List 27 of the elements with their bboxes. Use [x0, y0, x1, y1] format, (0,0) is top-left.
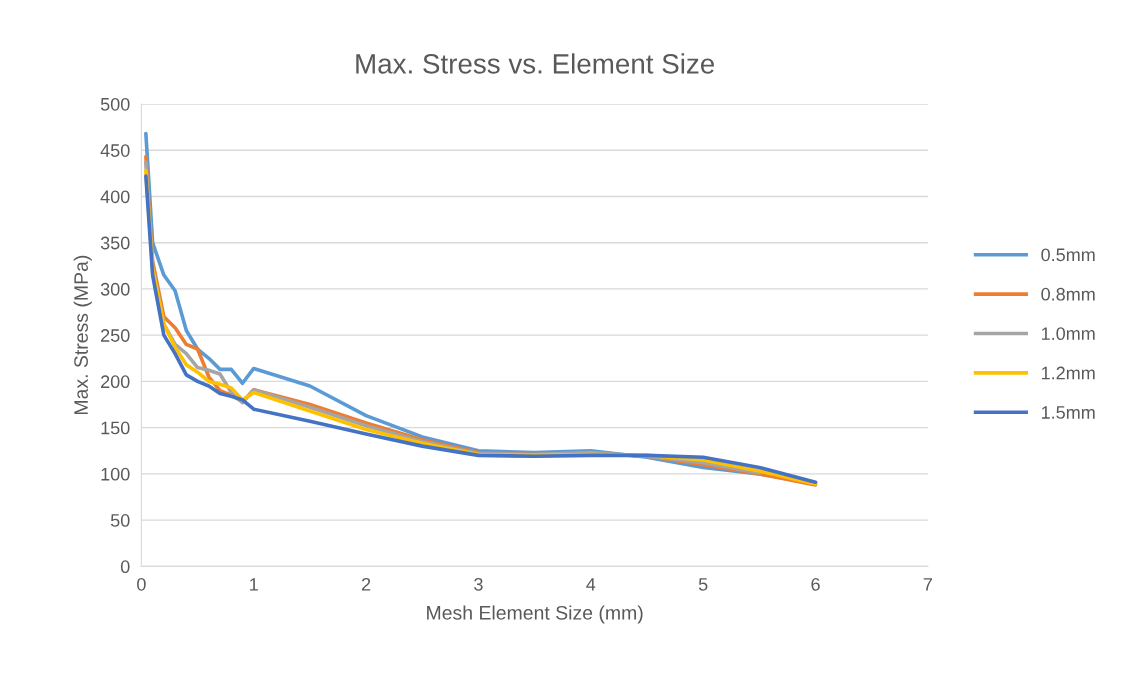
legend-label: 0.8mm — [1041, 287, 1095, 301]
legend-label: 1.0mm — [1041, 327, 1095, 341]
y-tick-label: 500 — [100, 97, 130, 111]
y-tick-label: 250 — [101, 329, 130, 342]
x-tick-label: 4 — [586, 578, 596, 591]
legend-label: 1.5mm — [1041, 406, 1095, 419]
y-tick-label: 350 — [100, 236, 130, 250]
legend-label: 1.2mm — [1041, 366, 1095, 380]
y-tick-label: 200 — [101, 375, 130, 389]
y-tick-label: 0 — [120, 560, 130, 574]
x-tick-label: 1 — [250, 578, 258, 591]
x-axis-title: Mesh Element Size (mm) — [427, 605, 643, 624]
y-tick-label: 300 — [100, 282, 130, 296]
y-tick-label: 450 — [100, 144, 130, 157]
y-tick-label: 400 — [100, 190, 130, 204]
legend-label: 0.5mm — [1041, 248, 1095, 262]
x-tick-label: 0 — [137, 577, 146, 591]
x-tick-label: 7 — [923, 578, 933, 591]
y-tick-label: 100 — [101, 467, 130, 481]
x-tick-label: 2 — [361, 577, 371, 591]
chart-title: Max. Stress vs. Element Size — [356, 53, 715, 74]
y-tick-label: 150 — [101, 421, 130, 435]
y-tick-label: 50 — [110, 514, 130, 527]
x-tick-label: 5 — [698, 578, 708, 591]
y-axis-title: Max. Stress (MPa) — [73, 255, 92, 415]
x-tick-label: 3 — [474, 577, 483, 591]
x-tick-label: 6 — [811, 577, 820, 591]
